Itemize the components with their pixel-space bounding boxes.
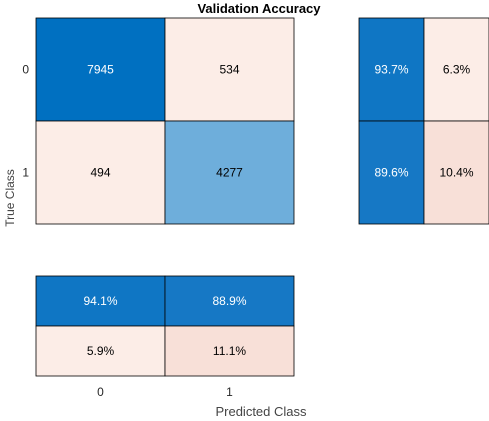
row-summary-cell (423, 120, 489, 225)
x-tick-label: 1 (226, 385, 233, 399)
confusion-matrix: 7945 534 494 4277 (35, 17, 295, 225)
matrix-cell-value: 494 (90, 166, 110, 180)
matrix-cell-value: 534 (219, 63, 239, 77)
row-summary-cell (423, 17, 489, 122)
chart-title: Validation Accuracy (197, 1, 321, 16)
x-tick-label: 0 (97, 385, 104, 399)
column-summary-value: 5.9% (87, 344, 115, 358)
row-summary-cell (358, 17, 425, 122)
column-summary-cell (164, 275, 295, 327)
y-tick-label: 0 (22, 63, 29, 77)
x-axis-label: Predicted Class (215, 404, 307, 419)
row-summary-value: 10.4% (439, 166, 473, 180)
column-summary-value: 11.1% (213, 344, 246, 358)
row-summary: 93.7% 6.3% 89.6% 10.4% (358, 17, 489, 225)
row-summary-cell (358, 120, 425, 225)
y-tick-label: 1 (22, 166, 29, 180)
column-summary-cell (35, 325, 166, 377)
matrix-cell-value: 7945 (87, 63, 114, 77)
column-summary-cell (164, 325, 295, 377)
y-tick-labels: 01 (22, 63, 29, 180)
matrix-cell (35, 17, 166, 122)
row-summary-value: 6.3% (443, 63, 471, 77)
y-axis-label: True Class (3, 169, 17, 227)
column-summary-value: 88.9% (212, 294, 246, 308)
column-summary: 94.1% 88.9% 5.9% 11.1% (35, 275, 295, 377)
matrix-cell (164, 17, 295, 122)
column-summary-value: 94.1% (83, 294, 117, 308)
row-summary-value: 89.6% (374, 166, 408, 180)
column-summary-cell (35, 275, 166, 327)
row-summary-value: 93.7% (374, 63, 408, 77)
matrix-cell-value: 4277 (216, 166, 243, 180)
matrix-cell (35, 120, 166, 225)
matrix-cell (164, 120, 295, 225)
